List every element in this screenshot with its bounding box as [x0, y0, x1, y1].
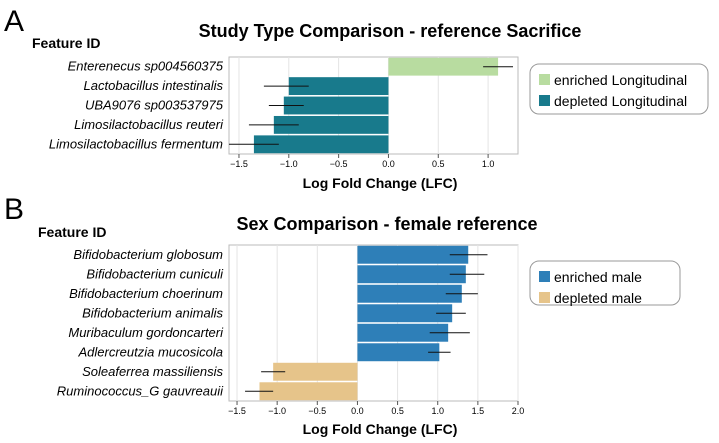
x-axis-label: Log Fold Change (LFC): [303, 175, 458, 191]
feature-id-header: Feature ID: [38, 224, 106, 240]
category-label: Bifidobacterium choerinum: [69, 286, 223, 301]
chart-title: Sex Comparison - female reference: [236, 214, 537, 234]
category-label: Limosilactobacillus fermentum: [49, 136, 223, 151]
category-label: Limosilactobacillus reuteri: [74, 117, 224, 132]
x-tick-label: 0.0: [351, 406, 364, 416]
x-tick-label: 1.0: [482, 159, 495, 169]
legend-swatch: [539, 271, 550, 282]
bar: [253, 135, 389, 154]
x-tick-label: −1.5: [230, 159, 248, 169]
x-tick-label: −0.5: [330, 159, 348, 169]
panel-a-letter: A: [4, 5, 24, 38]
bar: [357, 284, 462, 303]
bar: [288, 77, 389, 96]
bar: [388, 57, 499, 76]
category-label: Lactobacillus intestinalis: [84, 78, 224, 93]
category-label: Adlercreutzia mucosicola: [77, 344, 223, 359]
x-tick-label: −1.0: [268, 406, 286, 416]
legend-swatch: [539, 292, 550, 303]
bar: [273, 362, 358, 381]
category-label: Bifidobacterium animalis: [82, 305, 223, 320]
panel-b-letter: B: [4, 193, 24, 226]
bar: [259, 382, 358, 401]
x-tick-label: 0.5: [432, 159, 445, 169]
bar: [357, 304, 453, 323]
x-tick-label: 2.0: [512, 406, 525, 416]
bar: [357, 343, 440, 362]
bar: [357, 265, 466, 284]
legend-label: depleted Longitudinal: [554, 93, 687, 109]
category-label: Bifidobacterium globosum: [73, 247, 223, 262]
category-label: Soleaferrea massiliensis: [82, 364, 223, 379]
x-tick-label: −0.5: [308, 406, 326, 416]
bar: [357, 323, 449, 342]
bar: [273, 115, 389, 134]
legend-label: enriched male: [554, 269, 642, 285]
legend-swatch: [539, 95, 550, 106]
feature-id-header: Feature ID: [32, 35, 100, 51]
x-tick-label: 1.0: [431, 406, 444, 416]
x-tick-label: 0.5: [391, 406, 404, 416]
category-label: Ruminococcus_G gauvreauii: [57, 383, 224, 398]
x-tick-label: −1.0: [280, 159, 298, 169]
legend-swatch: [539, 74, 550, 85]
category-label: Bifidobacterium cuniculi: [86, 266, 224, 281]
legend-label: depleted male: [554, 290, 642, 306]
bar: [283, 96, 389, 115]
legend-box: [529, 260, 681, 306]
panel-b-chart: Sex Comparison - female reference Feature…: [38, 214, 681, 437]
category-label: Muribaculum gordoncarteri: [68, 325, 224, 340]
category-label: Enterenecus sp004560375: [68, 59, 224, 74]
x-tick-label: 1.5: [472, 406, 485, 416]
x-tick-label: −1.5: [228, 406, 246, 416]
panel-a-chart: Study Type Comparison - reference Sacrif…: [32, 21, 709, 191]
legend-label: enriched Longitudinal: [554, 72, 687, 88]
legend-box: [529, 63, 709, 115]
bar: [357, 245, 469, 264]
x-tick-label: 0.0: [382, 159, 395, 169]
x-axis-label: Log Fold Change (LFC): [303, 421, 458, 437]
category-label: UBA9076 sp003537975: [85, 98, 224, 113]
chart-title: Study Type Comparison - reference Sacrif…: [199, 21, 582, 41]
